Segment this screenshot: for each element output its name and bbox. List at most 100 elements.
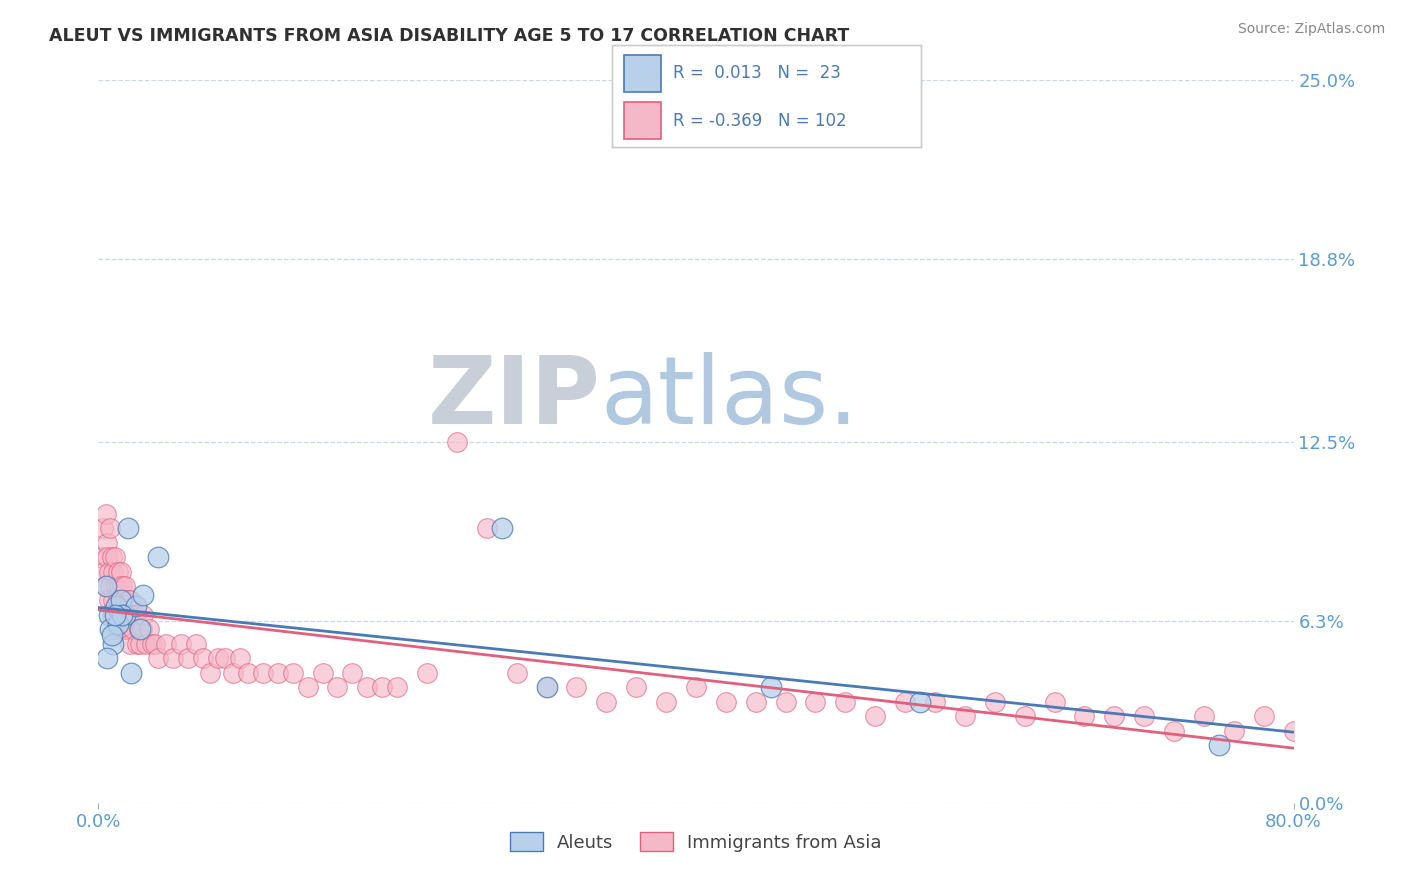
Point: [101, 628, 124, 642]
Point: [108, 579, 131, 593]
Point: [105, 579, 128, 593]
Bar: [624, 102, 661, 139]
Point: [104, 607, 127, 622]
Point: [222, 665, 245, 680]
Point: [804, 695, 827, 709]
Point: [93, 565, 115, 579]
Point: [104, 607, 127, 622]
Point: [118, 637, 141, 651]
Point: [1163, 723, 1185, 738]
Text: ZIP: ZIP: [427, 352, 600, 444]
Point: [94, 579, 117, 593]
Point: [118, 593, 141, 607]
Point: [342, 665, 364, 680]
Point: [120, 665, 142, 680]
Point: [229, 651, 252, 665]
Point: [371, 680, 394, 694]
Point: [1282, 723, 1305, 738]
Point: [110, 593, 132, 607]
Point: [297, 680, 319, 694]
Point: [111, 607, 134, 622]
Point: [1014, 709, 1036, 723]
Point: [98, 521, 122, 535]
Point: [101, 607, 124, 622]
Point: [356, 680, 378, 694]
Point: [138, 623, 160, 637]
Point: [112, 623, 135, 637]
Point: [1104, 709, 1126, 723]
Point: [953, 709, 976, 723]
Point: [775, 695, 797, 709]
Point: [1208, 738, 1230, 752]
Point: [207, 651, 229, 665]
Point: [103, 565, 125, 579]
Point: [117, 623, 139, 637]
Point: [908, 695, 931, 709]
Point: [111, 579, 134, 593]
Point: [114, 623, 136, 637]
Point: [98, 623, 122, 637]
Point: [326, 680, 349, 694]
Point: [281, 665, 304, 680]
Point: [626, 680, 648, 694]
Point: [536, 680, 558, 694]
Point: [91, 521, 114, 535]
Point: [97, 607, 120, 622]
Point: [834, 695, 856, 709]
Point: [111, 607, 134, 622]
Point: [894, 695, 917, 709]
Point: [112, 593, 135, 607]
Point: [120, 607, 142, 622]
Point: [267, 665, 290, 680]
Point: [655, 695, 678, 709]
Text: R =  0.013   N =  23: R = 0.013 N = 23: [673, 64, 841, 82]
Point: [714, 695, 737, 709]
Point: [595, 695, 617, 709]
Point: [685, 680, 707, 694]
Point: [536, 680, 558, 694]
Point: [148, 550, 170, 565]
Point: [475, 521, 498, 535]
Point: [129, 637, 152, 651]
Point: [94, 507, 117, 521]
Point: [105, 599, 128, 614]
Point: [143, 637, 166, 651]
Point: [121, 623, 143, 637]
Point: [98, 579, 122, 593]
Point: [214, 651, 236, 665]
Point: [1073, 709, 1095, 723]
Point: [128, 623, 150, 637]
Point: [96, 535, 118, 549]
Point: [114, 607, 136, 622]
Legend: Aleuts, Immigrants from Asia: Aleuts, Immigrants from Asia: [503, 824, 889, 859]
Point: [252, 665, 274, 680]
Point: [115, 607, 138, 622]
Point: [127, 637, 149, 651]
Text: atlas.: atlas.: [600, 352, 859, 444]
Point: [865, 709, 887, 723]
Point: [101, 550, 124, 565]
Point: [924, 695, 946, 709]
Point: [1133, 709, 1156, 723]
Point: [107, 616, 129, 631]
Point: [105, 623, 128, 637]
Point: [169, 637, 191, 651]
Text: Source: ZipAtlas.com: Source: ZipAtlas.com: [1237, 22, 1385, 37]
Point: [117, 593, 139, 607]
Point: [125, 599, 148, 614]
Point: [191, 651, 214, 665]
Point: [416, 665, 439, 680]
Point: [110, 565, 132, 579]
Text: R = -0.369   N = 102: R = -0.369 N = 102: [673, 112, 846, 129]
Point: [97, 593, 120, 607]
Point: [565, 680, 588, 694]
Point: [129, 623, 152, 637]
Point: [103, 593, 125, 607]
Point: [1043, 695, 1066, 709]
Point: [745, 695, 768, 709]
Point: [200, 665, 222, 680]
Point: [155, 637, 177, 651]
Point: [162, 651, 184, 665]
Point: [125, 607, 148, 622]
Point: [131, 623, 153, 637]
